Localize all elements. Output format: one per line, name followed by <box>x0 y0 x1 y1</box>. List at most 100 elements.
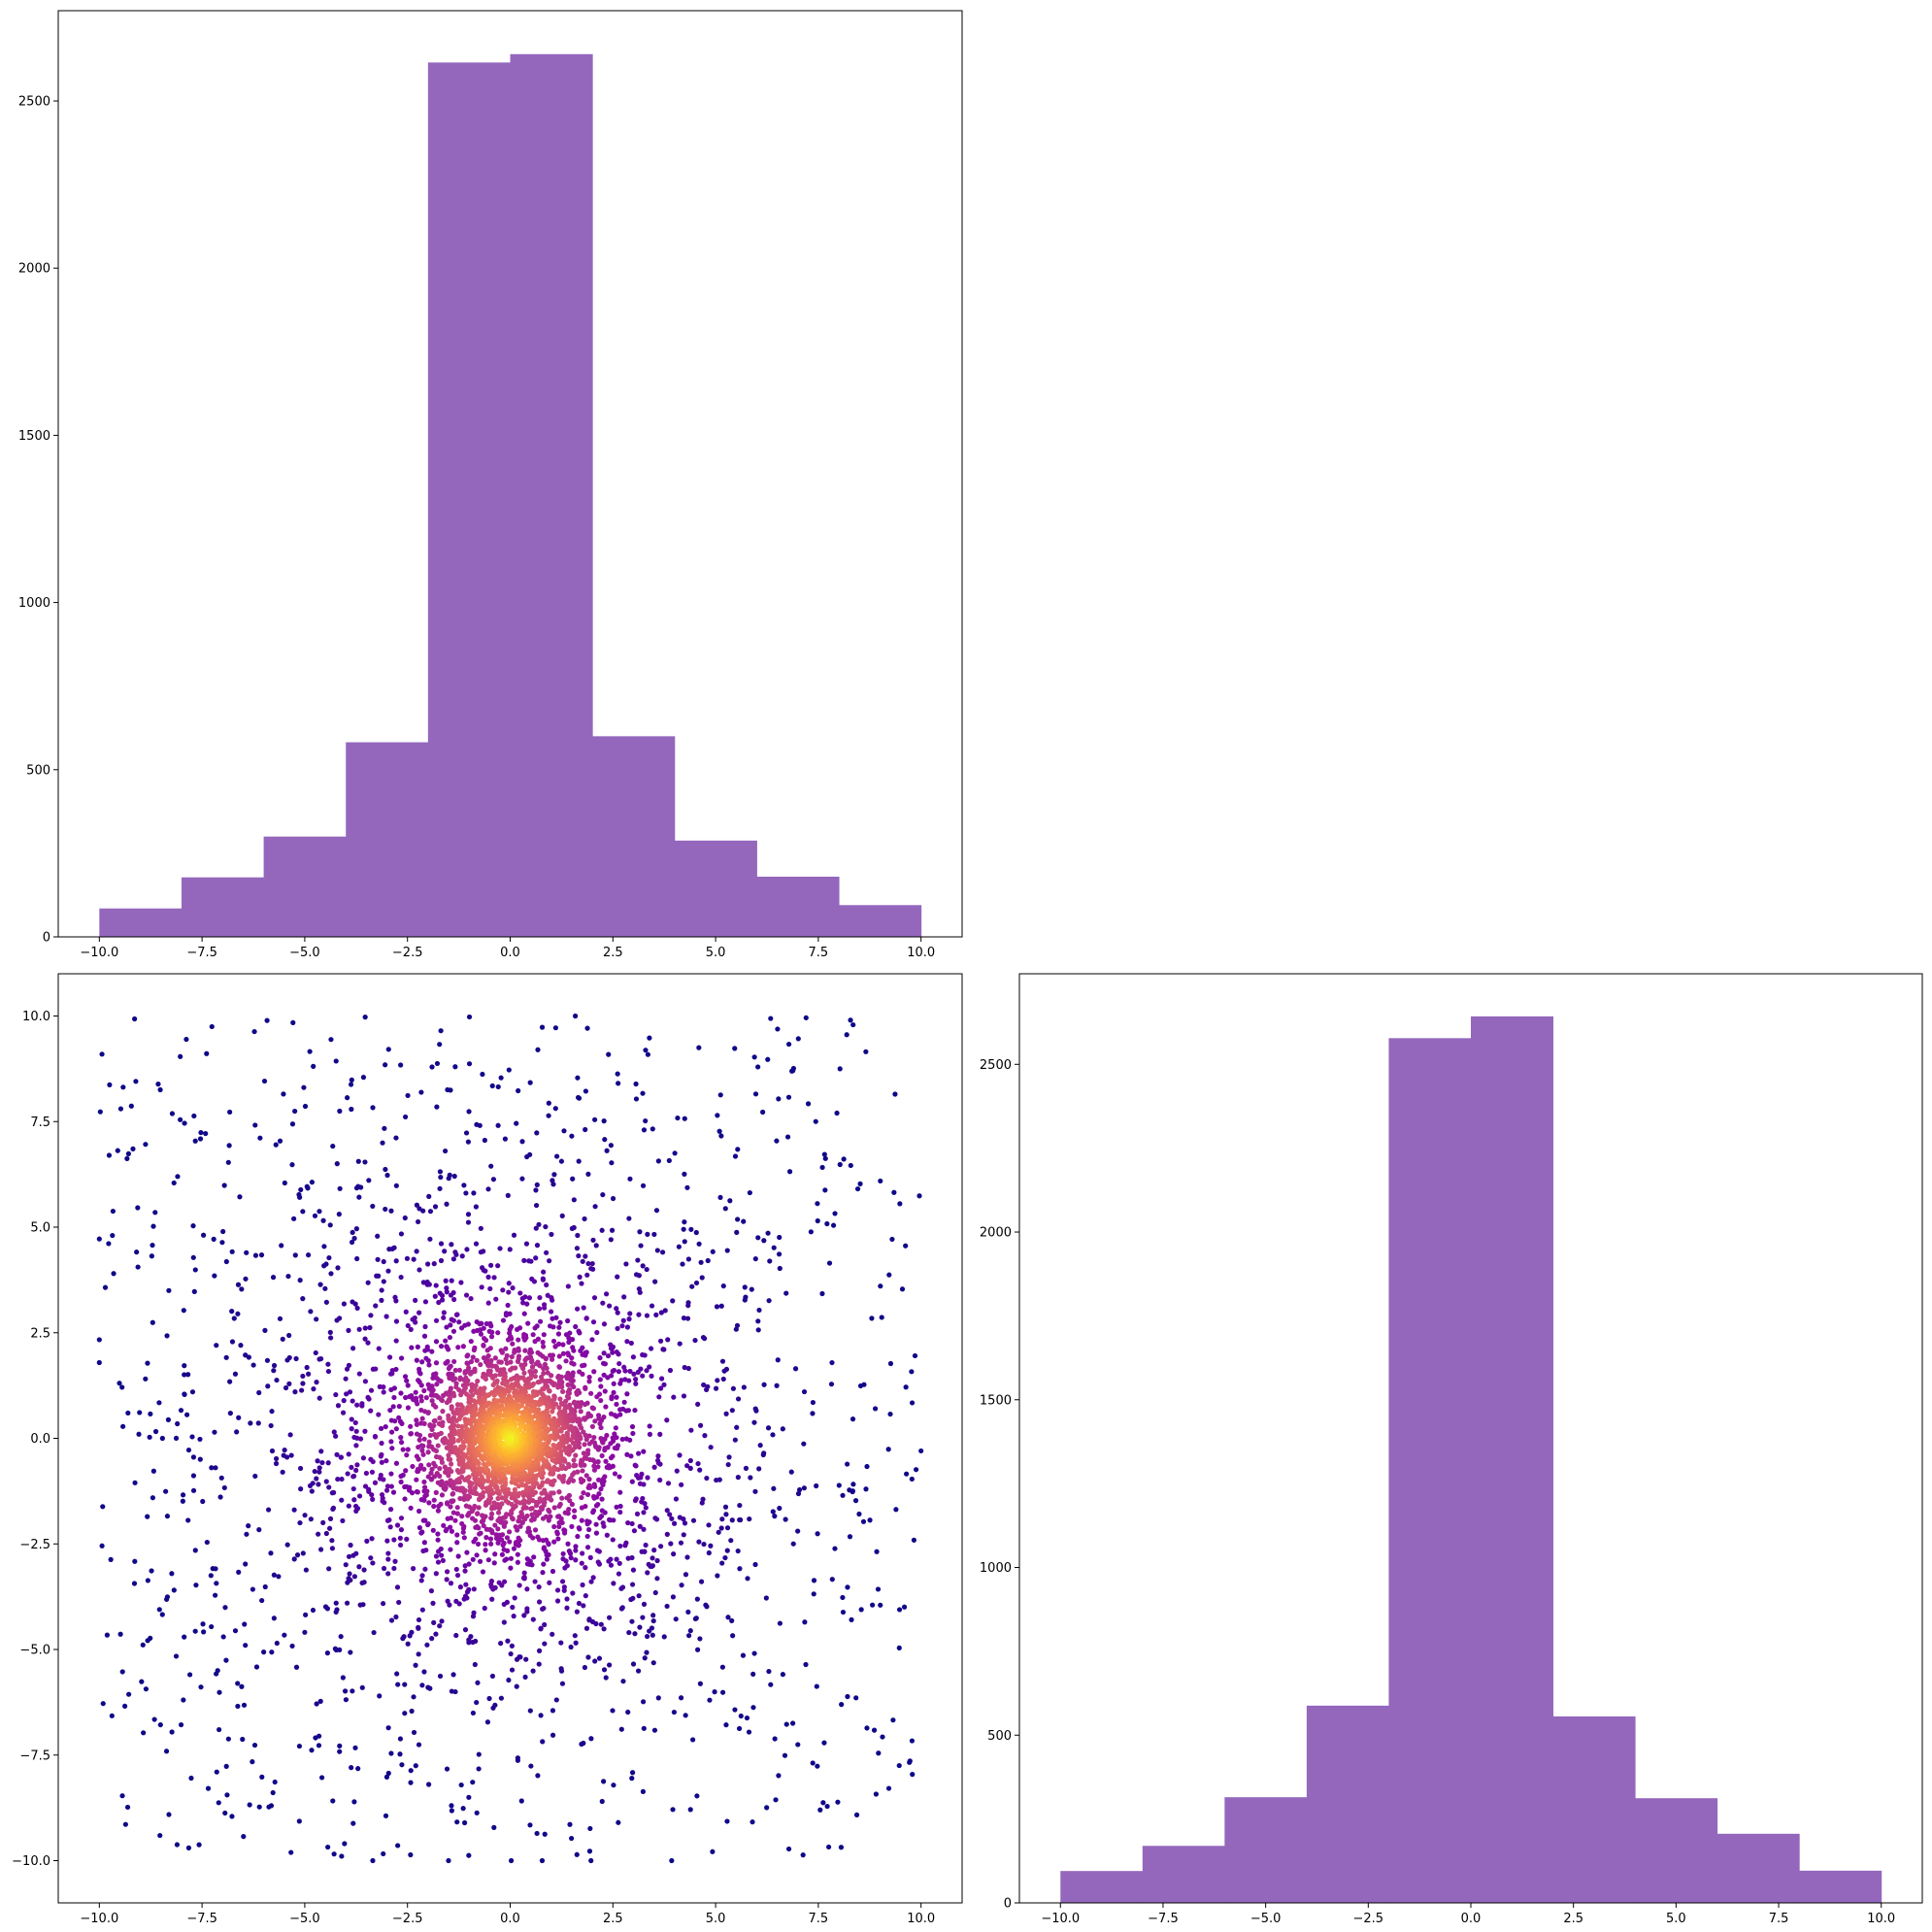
scatter-point <box>198 1684 204 1690</box>
y-tick-label: 0 <box>1004 1897 1012 1912</box>
scatter-point <box>764 1805 770 1811</box>
scatter-point <box>489 1363 495 1369</box>
scatter-point <box>256 1804 262 1810</box>
scatter-point <box>600 1191 606 1198</box>
scatter-point <box>256 1389 262 1396</box>
scatter-point <box>438 1430 444 1436</box>
scatter-point <box>529 1364 536 1370</box>
scatter-point <box>178 1116 183 1122</box>
scatter-point <box>858 1607 864 1613</box>
scatter-point <box>638 1243 644 1249</box>
scatter-point <box>613 1425 618 1431</box>
scatter-point <box>533 1255 539 1261</box>
scatter-point <box>604 1148 610 1153</box>
scatter-point <box>515 1755 520 1761</box>
scatter-point <box>742 1297 748 1303</box>
scatter-point <box>559 1213 565 1218</box>
scatter-point <box>482 1478 487 1483</box>
scatter-point <box>542 1641 548 1647</box>
scatter-point <box>520 1366 526 1372</box>
scatter-point <box>733 1326 739 1332</box>
y-tick-label: 7.5 <box>30 1116 50 1130</box>
scatter-point <box>387 1507 394 1513</box>
scatter-point <box>645 1051 650 1057</box>
scatter-point <box>718 1525 724 1531</box>
scatter-point <box>376 1412 382 1417</box>
histogram-bar <box>1142 1846 1225 1903</box>
scatter-point <box>761 1238 767 1244</box>
scatter-point <box>229 1814 235 1819</box>
scatter-point <box>598 1424 604 1431</box>
scatter-point <box>687 1457 693 1464</box>
scatter-point <box>455 1553 461 1559</box>
scatter-point <box>181 1308 186 1314</box>
scatter-point <box>469 1481 475 1486</box>
scatter-point <box>583 1253 588 1259</box>
scatter-point <box>182 1634 187 1640</box>
scatter-point <box>150 1495 155 1501</box>
x-tick-label: 2.5 <box>603 946 623 960</box>
scatter-point <box>592 1418 598 1424</box>
scatter-point <box>454 1511 460 1516</box>
y-tick-label: 0.0 <box>30 1432 50 1447</box>
scatter-point <box>681 1226 686 1232</box>
scatter-point <box>478 1530 483 1536</box>
scatter-point <box>507 1490 513 1497</box>
scatter-point <box>246 1354 251 1360</box>
scatter-point <box>235 1282 242 1287</box>
scatter-point <box>398 1434 404 1441</box>
scatter-point <box>573 1557 579 1563</box>
scatter-point <box>630 1567 637 1573</box>
scatter-point <box>376 1346 382 1351</box>
scatter-point <box>760 1109 766 1116</box>
scatter-point <box>735 1396 742 1402</box>
scatter-point <box>317 1282 323 1287</box>
scatter-point <box>732 1707 738 1713</box>
scatter-point <box>435 1443 441 1449</box>
scatter-point <box>290 1019 296 1025</box>
scatter-point <box>382 1500 387 1506</box>
scatter-point <box>339 1497 345 1503</box>
scatter-point <box>546 1100 551 1106</box>
scatter-point <box>421 1420 427 1427</box>
scatter-point <box>614 1349 619 1355</box>
scatter-point <box>687 1628 693 1634</box>
scatter-point <box>491 1275 497 1281</box>
scatter-point <box>454 1532 460 1538</box>
scatter-point <box>538 1625 544 1631</box>
scatter-point <box>593 1530 600 1536</box>
scatter-point <box>276 1574 282 1580</box>
x-tick-label: 2.5 <box>603 1912 623 1926</box>
scatter-point <box>684 1463 690 1469</box>
scatter-point <box>226 1143 232 1149</box>
scatter-point <box>402 1374 409 1380</box>
scatter-point <box>191 1288 197 1294</box>
scatter-point <box>530 1332 536 1338</box>
scatter-point <box>506 1281 512 1286</box>
scatter-point <box>463 1292 470 1298</box>
scatter-point <box>450 1498 456 1504</box>
scatter-point <box>350 1820 356 1826</box>
scatter-point <box>356 1493 363 1499</box>
scatter-point <box>579 1281 584 1286</box>
scatter-point <box>470 1354 476 1360</box>
x-tick-label: 7.5 <box>809 946 829 960</box>
scatter-point <box>757 1443 763 1449</box>
scatter-point <box>573 1323 579 1330</box>
scatter-point <box>615 1071 620 1077</box>
scatter-point <box>513 1539 519 1546</box>
scatter-point <box>650 1555 655 1561</box>
scatter-point <box>457 1377 463 1382</box>
scatter-point <box>658 1385 664 1391</box>
scatter-point <box>810 1760 816 1766</box>
scatter-point <box>339 1476 345 1482</box>
scatter-point <box>569 1133 575 1139</box>
scatter-point <box>453 1632 459 1639</box>
scatter-point <box>440 1409 446 1415</box>
scatter-point <box>526 1349 533 1356</box>
scatter-point <box>150 1468 156 1474</box>
scatter-point <box>629 1554 635 1561</box>
scatter-point <box>444 1359 450 1366</box>
scatter-point <box>580 1351 585 1357</box>
scatter-point <box>647 1035 652 1041</box>
